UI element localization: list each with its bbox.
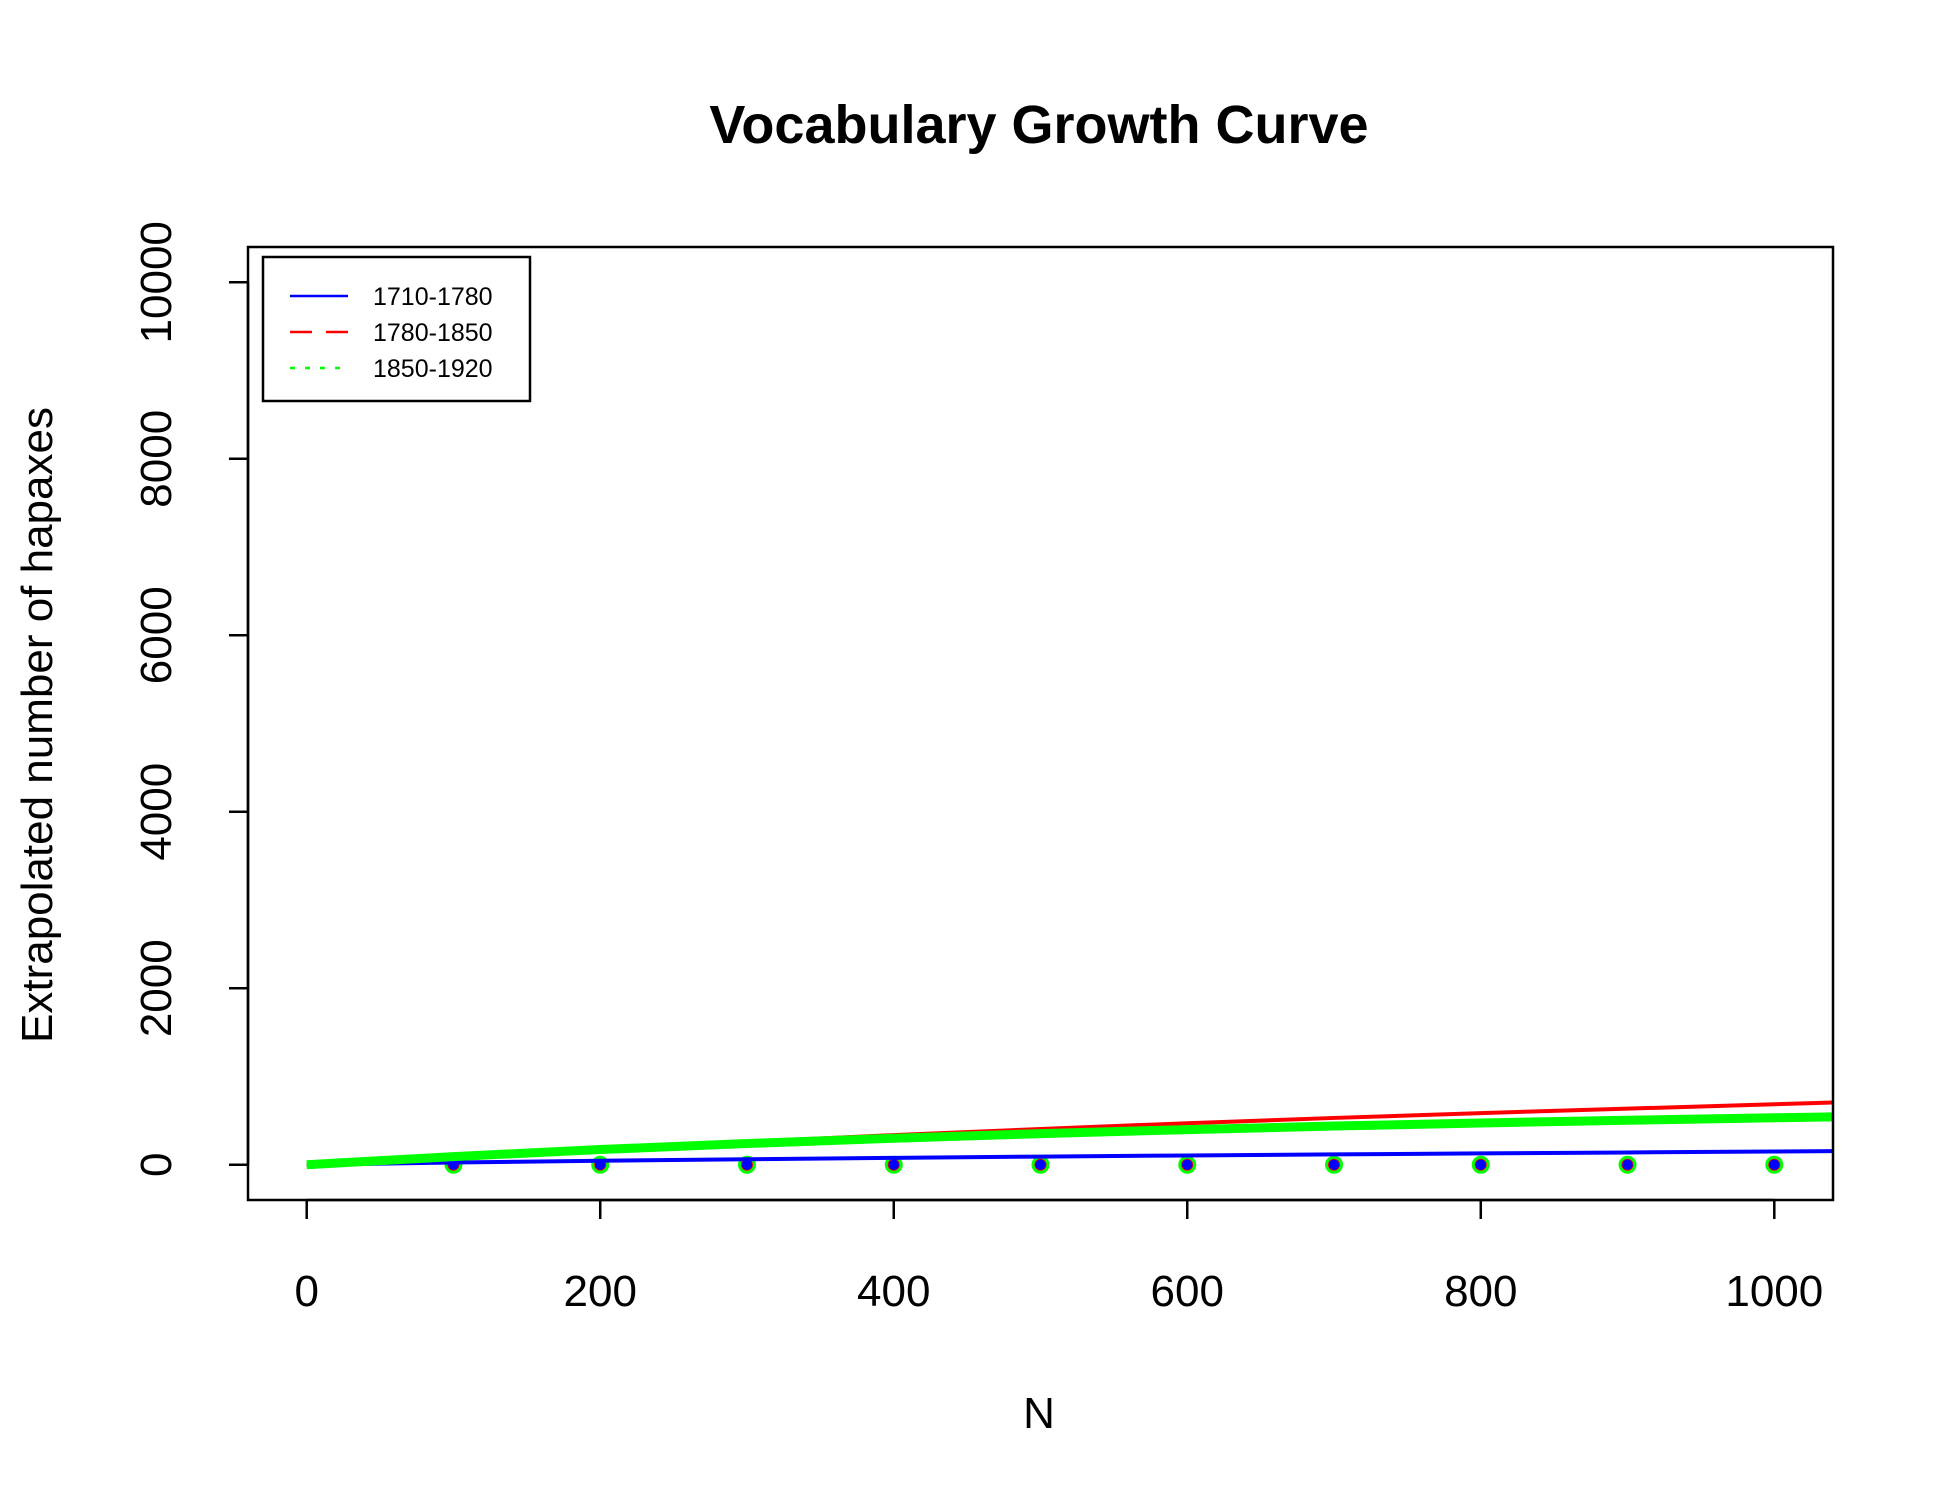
data-point-ring — [591, 1155, 610, 1174]
data-point — [1328, 1158, 1341, 1171]
data-point-ring — [737, 1155, 756, 1174]
data-point-ring — [1471, 1155, 1490, 1174]
legend-label: 1710-1780 — [373, 283, 493, 311]
y-tick-label: 10000 — [132, 221, 181, 343]
x-tick-label: 600 — [1151, 1267, 1224, 1316]
data-point — [887, 1158, 900, 1171]
y-tick-label: 0 — [132, 1152, 181, 1176]
y-axis-label: Extrapolated number of hapaxes — [13, 407, 62, 1043]
series-line-1850-1920 — [306, 1112, 1833, 1170]
data-point-ring — [1325, 1155, 1344, 1174]
x-tick-label: 200 — [564, 1267, 637, 1316]
y-tick-label: 4000 — [132, 763, 181, 861]
y-tick-label: 2000 — [132, 939, 181, 1037]
data-point — [1034, 1158, 1047, 1171]
legend: 1710-1780 1780-1850 1850-1920 — [261, 255, 532, 403]
data-point-ring — [1765, 1155, 1784, 1174]
x-tick-label: 800 — [1444, 1267, 1517, 1316]
data-point — [1768, 1158, 1781, 1171]
x-tick-label: 1000 — [1725, 1267, 1823, 1316]
series-line-1710-1780 — [306, 1149, 1833, 1167]
data-point-ring — [1618, 1155, 1637, 1174]
x-axis-label: N — [1023, 1389, 1055, 1438]
plot-layer — [306, 1100, 1833, 1174]
data-point — [740, 1158, 753, 1171]
y-tick-label: 8000 — [132, 410, 181, 508]
legend-label: 1850-1920 — [373, 355, 493, 383]
legend-label: 1780-1850 — [373, 319, 493, 347]
chart-title: Vocabulary Growth Curve — [709, 95, 1368, 155]
x-tick-label: 0 — [294, 1267, 318, 1316]
data-point — [1474, 1158, 1487, 1171]
x-tick-label: 400 — [857, 1267, 930, 1316]
y-tick-label: 6000 — [132, 586, 181, 684]
data-point — [1621, 1158, 1634, 1171]
data-point — [1181, 1158, 1194, 1171]
legend-box — [261, 255, 532, 403]
